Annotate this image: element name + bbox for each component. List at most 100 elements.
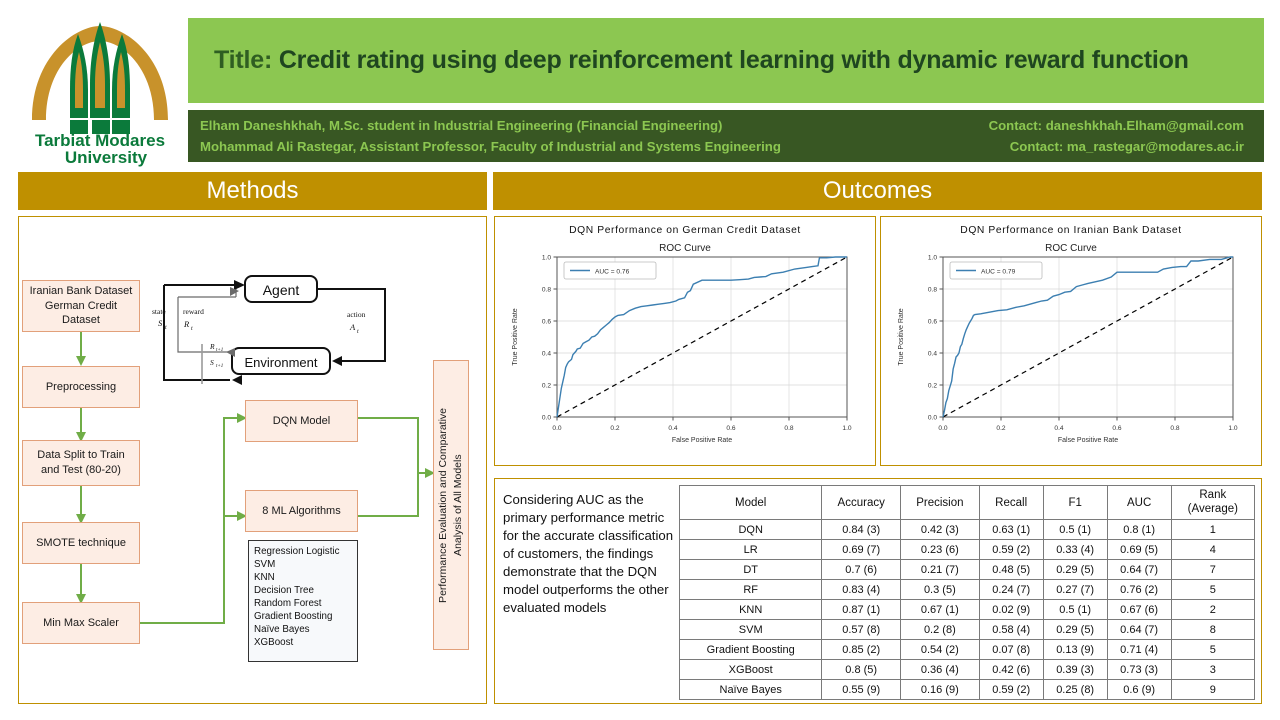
cell-value: 0.02 (9) <box>978 599 1044 620</box>
x-tick-label: 0.4 <box>1054 425 1063 432</box>
cell-model: LR <box>678 539 823 560</box>
section-header-methods: Methods <box>18 172 487 210</box>
cell-value: 0.73 (3) <box>1106 659 1172 680</box>
cell-value: 0.59 (2) <box>978 539 1044 560</box>
cell-value: 0.42 (3) <box>900 519 980 540</box>
flow-box-dqn-model: DQN Model <box>245 400 358 442</box>
table-row: Naïve Bayes 0.55 (9) 0.16 (9) 0.59 (2) 0.25 … <box>678 679 1256 700</box>
y-axis-label: True Positive Rate <box>898 308 905 365</box>
cell-value: 5 <box>1170 579 1256 600</box>
x-axis-label: False Positive Rate <box>672 437 732 444</box>
chart-legend <box>563 261 657 280</box>
logo-graphic: Tarbiat Modares University <box>32 22 168 167</box>
table-row: Gradient Boosting 0.85 (2) 0.54 (2) 0.07 (8… <box>678 639 1256 660</box>
cell-value: 0.5 (1) <box>1042 599 1108 620</box>
cell-value: 0.6 (9) <box>1106 679 1172 700</box>
flow-box-ml-algorithms: 8 ML Algorithms <box>245 490 358 532</box>
y-tick-label: 0.2 <box>542 383 551 390</box>
chart-title-iranian: DQN Performance on Iranian Bank Dataset <box>960 225 1182 236</box>
chance-diagonal <box>942 256 1234 418</box>
author-1-contact[interactable]: Contact: daneshkhah.Elham@gmail.com <box>988 118 1244 133</box>
cell-value: 0.33 (4) <box>1042 539 1108 560</box>
column-header-rank: Rank (Average) <box>1170 485 1256 520</box>
cell-value: 0.64 (7) <box>1106 619 1172 640</box>
roc-curve <box>556 256 847 418</box>
cell-model: Naïve Bayes <box>678 679 823 700</box>
table-header-row: Model Accuracy Precision Recall F1 AUC R… <box>678 485 1256 520</box>
list-item: Gradient Boosting <box>254 611 333 623</box>
roc-chart-german: 0.0 0.2 0.4 0.6 0.8 1.0 0.0 0.2 0.4 0.6 0.8 1.0 Fals… <box>512 255 852 445</box>
cell-model: XGBoost <box>678 659 823 680</box>
column-header-rank-line2: (Average) <box>1187 502 1238 515</box>
cell-model: DQN <box>678 519 823 540</box>
x-tick-label: 0.2 <box>996 425 1005 432</box>
flow-box-minmax-scaler: Min Max Scaler <box>22 602 140 644</box>
section-header-outcomes: Outcomes <box>493 172 1262 210</box>
rl-state-symbol: S <box>158 318 163 328</box>
cell-value: 0.59 (2) <box>978 679 1044 700</box>
results-panel: Considering AUC as the primary performan… <box>494 478 1262 704</box>
x-tick-label: 1.0 <box>842 425 851 432</box>
cell-value: 0.29 (5) <box>1042 559 1108 580</box>
chart-title-german: DQN Performance on German Credit Dataset <box>569 225 801 236</box>
chart-subtitle-iranian: ROC Curve <box>1045 243 1097 254</box>
cell-value: 0.39 (3) <box>1042 659 1108 680</box>
cell-value: 0.16 (9) <box>900 679 980 700</box>
y-tick-label: 0.8 <box>928 287 937 294</box>
flow-box-dqn-model-label: DQN Model <box>272 414 331 427</box>
table-row: XGBoost 0.8 (5) 0.36 (4) 0.42 (6) 0.39 (3) 0.… <box>678 659 1256 680</box>
flow-box-ml-algorithms-label: 8 ML Algorithms <box>262 504 341 517</box>
column-header-model: Model <box>678 485 823 520</box>
author-row: Elham Daneshkhah, M.Sc. student in Indus… <box>200 115 1250 136</box>
rl-reward-next-subscript: t+1 <box>216 348 223 353</box>
cell-model: RF <box>678 579 823 600</box>
cell-model: KNN <box>678 599 823 620</box>
table-row: RF 0.83 (4) 0.3 (5) 0.24 (7) 0.27 (7) 0.76 (2… <box>678 579 1256 600</box>
flow-box-data-split-label: Data Split to Train and Test (80-20) <box>37 449 125 476</box>
rl-action-subscript: t <box>357 329 359 335</box>
legend-label: AUC = 0.76 <box>595 269 630 276</box>
column-header-precision: Precision <box>900 485 980 520</box>
cell-value: 0.84 (3) <box>821 519 902 540</box>
list-item: KNN <box>254 572 275 584</box>
cell-value: 0.76 (2) <box>1106 579 1172 600</box>
logo-line1: Tarbiat Modares <box>35 131 165 150</box>
rl-state-next-symbol: S <box>210 358 214 367</box>
x-tick-label: 0.4 <box>668 425 677 432</box>
flow-box-data-split: Data Split to Train and Test (80-20) <box>22 440 140 486</box>
y-tick-label: 0.4 <box>928 351 937 358</box>
rl-reward-subscript: t <box>191 326 193 332</box>
cell-value: 0.8 (1) <box>1106 519 1172 540</box>
chart-panel-iranian: DQN Performance on Iranian Bank Dataset … <box>880 216 1262 466</box>
author-2-contact[interactable]: Contact: ma_rastegar@modares.ac.ir <box>1009 139 1244 154</box>
flow-box-preprocessing-label: Preprocessing <box>45 380 117 393</box>
chance-diagonal <box>556 256 848 418</box>
rl-reward-next-symbol: R <box>209 342 215 351</box>
flow-box-datasets-label: Iranian Bank Dataset German Credit Datas… <box>29 284 133 327</box>
cell-value: 0.13 (9) <box>1042 639 1108 660</box>
title-main: Credit rating using deep reinforcement l… <box>278 46 1189 74</box>
x-tick-label: 0.0 <box>552 425 561 432</box>
cell-value: 0.21 (7) <box>900 559 980 580</box>
cell-value: 0.83 (4) <box>821 579 902 600</box>
flow-box-smote: SMOTE technique <box>22 522 140 564</box>
cell-value: 4 <box>1170 539 1256 560</box>
table-row: KNN 0.87 (1) 0.67 (1) 0.02 (9) 0.5 (1) 0.67 (… <box>678 599 1256 620</box>
column-header-auc: AUC <box>1106 485 1172 520</box>
y-tick-label: 0.8 <box>542 287 551 294</box>
list-item: SVM <box>254 559 276 571</box>
list-item: Decision Tree <box>254 585 314 597</box>
results-table: Model Accuracy Precision Recall F1 AUC R… <box>678 485 1256 700</box>
cell-value: 0.67 (1) <box>900 599 980 620</box>
rl-reward-symbol: R <box>183 319 190 329</box>
flow-box-datasets: Iranian Bank Dataset German Credit Datas… <box>22 280 140 332</box>
chart-subtitle-german: ROC Curve <box>659 243 711 254</box>
x-tick-label: 0.8 <box>1170 425 1179 432</box>
cell-value: 3 <box>1170 659 1256 680</box>
cell-value: 0.36 (4) <box>900 659 980 680</box>
cell-value: 0.69 (7) <box>821 539 902 560</box>
x-tick-label: 0.6 <box>726 425 735 432</box>
cell-value: 0.5 (1) <box>1042 519 1108 540</box>
list-item: Regression Logistic <box>254 546 340 557</box>
